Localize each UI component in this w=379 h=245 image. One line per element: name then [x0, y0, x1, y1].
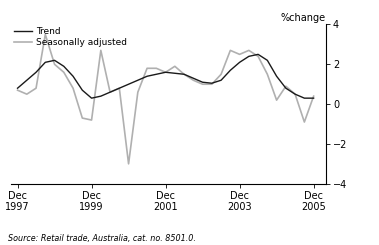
Trend — [274, 75, 279, 78]
Seasonally adjusted — [117, 87, 122, 90]
Seasonally adjusted — [237, 53, 242, 56]
Seasonally adjusted — [191, 79, 196, 82]
Line: Seasonally adjusted: Seasonally adjusted — [17, 35, 313, 164]
Trend — [200, 81, 205, 84]
Trend — [136, 79, 140, 82]
Seasonally adjusted — [247, 49, 251, 52]
Trend — [117, 87, 122, 90]
Seasonally adjusted — [172, 65, 177, 68]
Trend — [311, 97, 316, 100]
Seasonally adjusted — [154, 67, 158, 70]
Trend — [247, 55, 251, 58]
Seasonally adjusted — [61, 71, 66, 74]
Seasonally adjusted — [265, 73, 269, 76]
Seasonally adjusted — [80, 117, 85, 120]
Seasonally adjusted — [136, 91, 140, 94]
Seasonally adjusted — [43, 33, 48, 36]
Seasonally adjusted — [219, 73, 223, 76]
Trend — [89, 97, 94, 100]
Seasonally adjusted — [311, 95, 316, 98]
Trend — [293, 93, 298, 96]
Trend — [126, 83, 131, 86]
Trend — [52, 59, 57, 62]
Trend — [191, 77, 196, 80]
Trend — [99, 95, 103, 98]
Seasonally adjusted — [274, 99, 279, 102]
Text: Source: Retail trade, Australia, cat. no. 8501.0.: Source: Retail trade, Australia, cat. no… — [8, 233, 196, 243]
Trend — [219, 79, 223, 82]
Seasonally adjusted — [25, 93, 29, 96]
Seasonally adjusted — [293, 93, 298, 96]
Line: Trend: Trend — [17, 54, 313, 98]
Seasonally adjusted — [283, 85, 288, 88]
Seasonally adjusted — [89, 119, 94, 122]
Trend — [172, 72, 177, 75]
Trend — [43, 61, 48, 64]
Seasonally adjusted — [52, 63, 57, 66]
Trend — [210, 82, 214, 85]
Trend — [182, 73, 186, 76]
Trend — [34, 71, 38, 74]
Seasonally adjusted — [126, 162, 131, 165]
Trend — [237, 61, 242, 64]
Trend — [15, 87, 20, 90]
Trend — [265, 59, 269, 62]
Seasonally adjusted — [182, 73, 186, 76]
Trend — [256, 53, 260, 56]
Seasonally adjusted — [108, 91, 112, 94]
Trend — [108, 91, 112, 94]
Trend — [228, 69, 233, 72]
Seasonally adjusted — [71, 87, 75, 90]
Trend — [71, 75, 75, 78]
Seasonally adjusted — [200, 83, 205, 86]
Trend — [145, 75, 149, 78]
Trend — [80, 89, 85, 92]
Trend — [302, 97, 307, 100]
Trend — [154, 73, 158, 76]
Seasonally adjusted — [34, 87, 38, 90]
Seasonally adjusted — [210, 83, 214, 86]
Seasonally adjusted — [145, 67, 149, 70]
Seasonally adjusted — [302, 121, 307, 123]
Seasonally adjusted — [228, 49, 233, 52]
Seasonally adjusted — [15, 89, 20, 92]
Trend — [61, 65, 66, 68]
Seasonally adjusted — [163, 71, 168, 74]
Trend — [163, 71, 168, 74]
Seasonally adjusted — [99, 49, 103, 52]
Trend — [25, 79, 29, 82]
Seasonally adjusted — [256, 55, 260, 58]
Legend: Trend, Seasonally adjusted: Trend, Seasonally adjusted — [13, 26, 128, 48]
Text: %change: %change — [281, 13, 326, 23]
Trend — [283, 87, 288, 90]
